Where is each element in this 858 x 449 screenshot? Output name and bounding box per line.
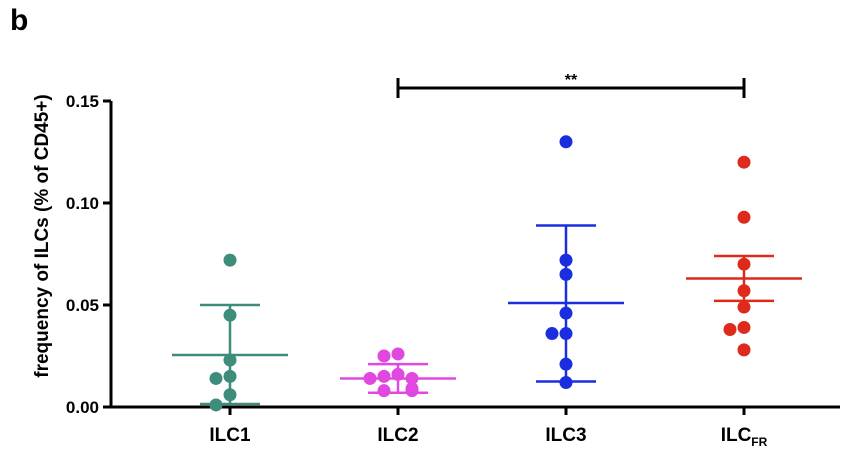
- data-point: [377, 349, 391, 363]
- x-tick-label: ILC3: [545, 425, 586, 446]
- data-point: [209, 371, 223, 385]
- y-tick-label: 0.05: [66, 296, 99, 315]
- series-group: [508, 135, 624, 390]
- axes: 0.00 0.05 0.10 0.15 ILC1 ILC2 ILC3 ILCFR: [66, 92, 840, 449]
- data-point: [559, 376, 573, 390]
- data-point: [209, 398, 223, 412]
- data-point: [559, 357, 573, 371]
- x-tick-label: ILC2: [377, 425, 418, 446]
- x-tick-label-main: ILC1: [209, 425, 251, 446]
- data-point: [363, 371, 377, 385]
- data-point: [223, 308, 237, 322]
- data-point: [391, 367, 405, 381]
- data-point: [223, 369, 237, 383]
- data-point: [737, 320, 751, 334]
- data-point: [723, 322, 737, 336]
- x-tick-label-subscript: FR: [751, 435, 767, 449]
- data-point: [391, 347, 405, 361]
- data-point: [559, 267, 573, 281]
- panel-letter: b: [10, 4, 29, 37]
- data-point: [559, 135, 573, 149]
- x-tick-label-main: ILC2: [377, 425, 418, 446]
- x-tick-label-main: ILC3: [545, 425, 586, 446]
- data-point: [545, 327, 559, 341]
- y-tick-label: 0.15: [66, 92, 99, 111]
- data-point: [737, 300, 751, 314]
- y-tick-label: 0.00: [66, 398, 99, 417]
- data-point: [737, 155, 751, 169]
- data-marks: **: [172, 72, 802, 412]
- y-axis-label: frequency of ILCs (% of CD45+): [32, 94, 53, 377]
- data-point: [223, 388, 237, 402]
- data-point: [377, 384, 391, 398]
- data-point: [377, 369, 391, 383]
- x-tick-label: ILCFR: [721, 425, 768, 449]
- data-point: [405, 371, 419, 385]
- significance-label: **: [565, 72, 578, 89]
- data-point: [223, 253, 237, 267]
- data-point: [737, 257, 751, 271]
- series-group: [686, 155, 802, 357]
- x-tick-label-main: ILC: [721, 425, 752, 446]
- y-tick-label: 0.10: [66, 194, 99, 213]
- data-point: [223, 353, 237, 367]
- data-point: [559, 327, 573, 341]
- data-point: [737, 343, 751, 357]
- series-group: [340, 347, 456, 398]
- data-point: [559, 253, 573, 267]
- x-tick-label: ILC1: [209, 425, 251, 446]
- data-point: [405, 384, 419, 398]
- data-point: [737, 210, 751, 224]
- data-point: [737, 284, 751, 298]
- series-group: [172, 253, 288, 412]
- data-point: [559, 306, 573, 320]
